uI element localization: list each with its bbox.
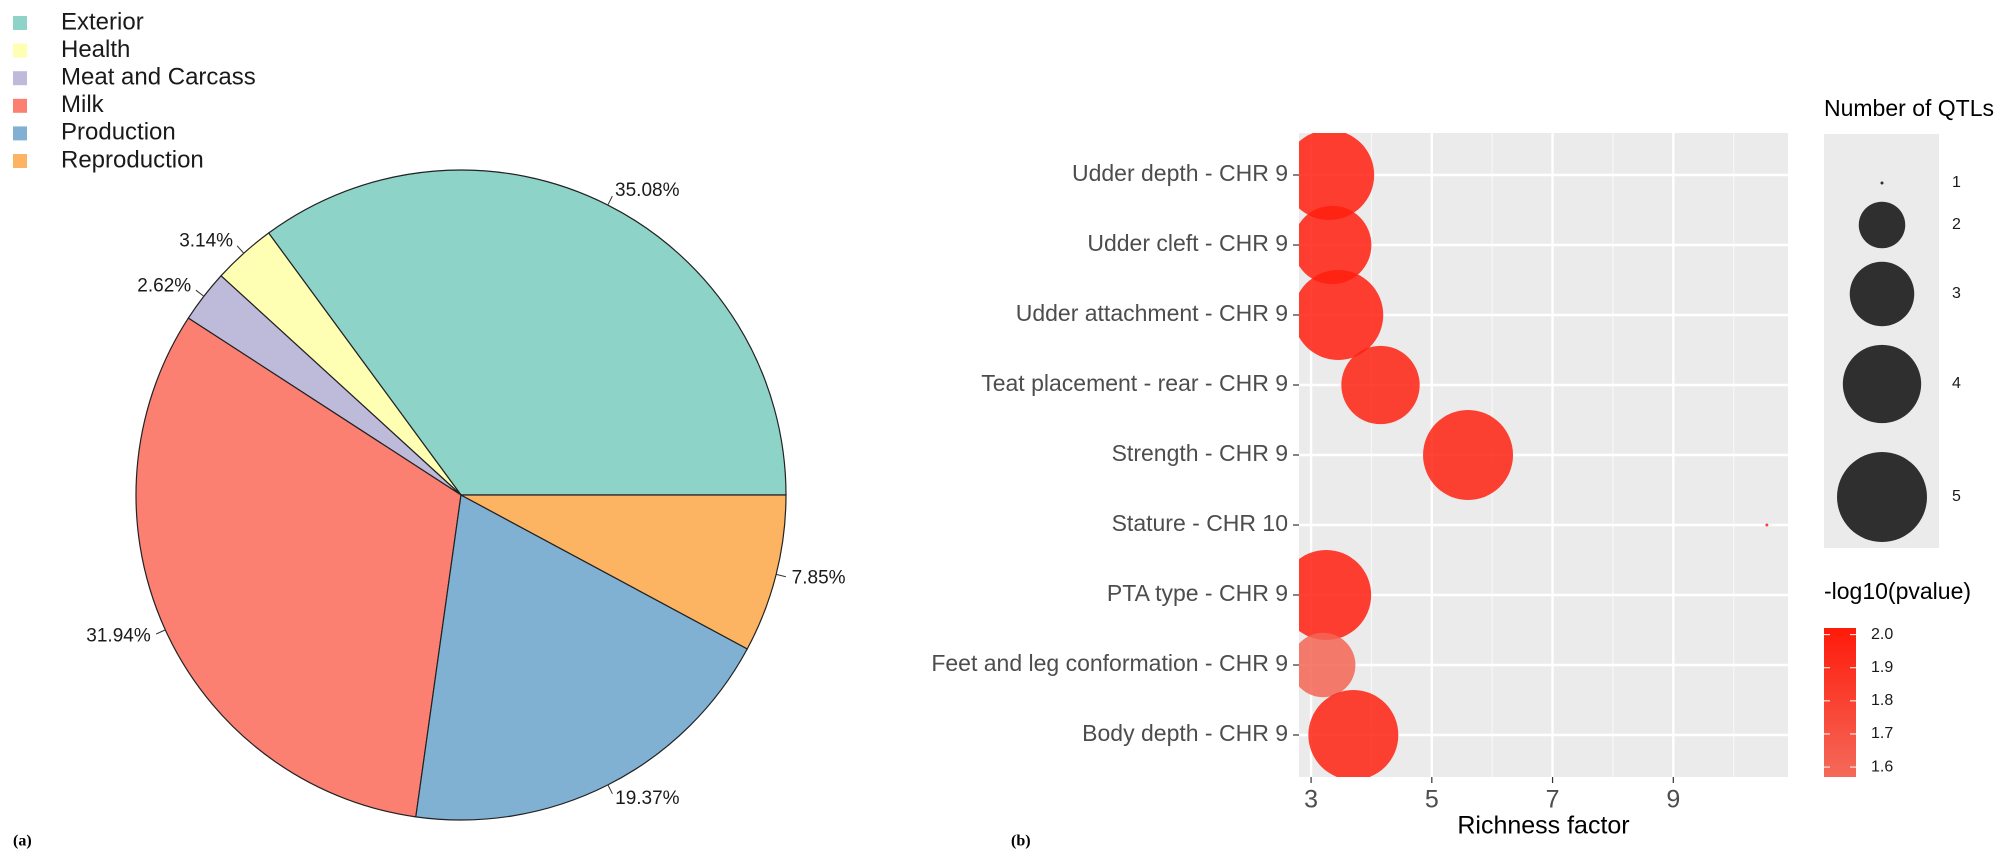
panel-label: (b)	[1011, 833, 1031, 850]
y-tick-label: Body depth - CHR 9	[1082, 720, 1288, 746]
slice-label: 3.14%	[179, 230, 233, 251]
x-tick-label: 7	[1546, 786, 1560, 814]
legend-bubble	[1858, 201, 1906, 249]
label-tick	[607, 784, 613, 795]
pie-slice	[415, 494, 749, 821]
pie-slice	[267, 169, 787, 496]
legend-label: Production	[61, 119, 176, 146]
x-tick-label: 3	[1304, 786, 1318, 814]
label-tick	[155, 629, 166, 635]
slice-label: 31.94%	[86, 626, 151, 647]
legend-title: -log10(pvalue)	[1824, 578, 1971, 604]
legend-label: 1	[1952, 174, 1961, 191]
legend-swatch	[13, 43, 27, 58]
bubble	[1308, 690, 1399, 777]
legend-label: 3	[1952, 285, 1961, 302]
legend-label: 2.0	[1871, 626, 1893, 643]
slice-label: 35.08%	[615, 180, 680, 201]
label-tick	[236, 245, 245, 254]
y-tick-label: Udder depth - CHR 9	[1072, 160, 1288, 186]
legend-label: 1.9	[1871, 659, 1893, 676]
bubble	[1299, 550, 1372, 640]
slice-label: 2.62%	[137, 276, 191, 297]
legend-swatch	[13, 98, 27, 113]
legend-label: 2	[1952, 216, 1961, 233]
legend-label: 1.6	[1871, 758, 1893, 775]
label-tick	[195, 289, 205, 297]
bubble	[1341, 345, 1420, 425]
y-tick-label: Strength - CHR 9	[1112, 440, 1288, 466]
y-tick-label: Udder attachment - CHR 9	[1016, 300, 1288, 326]
legend-label: 1.8	[1871, 692, 1893, 709]
legend-swatch	[13, 71, 27, 86]
y-tick-label: Stature - CHR 10	[1112, 510, 1288, 536]
legend-swatch	[13, 126, 27, 141]
x-tick-label: 5	[1425, 786, 1439, 814]
legend-title: Number of QTLs	[1824, 95, 1994, 121]
bubble	[1299, 133, 1375, 220]
bubble	[1299, 270, 1384, 360]
legend-bubble	[1849, 261, 1915, 327]
x-axis-title: Richness factor	[1457, 812, 1629, 840]
label-tick	[607, 195, 613, 206]
bubble	[1423, 410, 1514, 500]
bubble	[1765, 523, 1769, 527]
y-tick-label: Teat placement - rear - CHR 9	[981, 370, 1288, 396]
legend-label: 1.7	[1871, 725, 1893, 742]
legend-label: 5	[1952, 488, 1961, 505]
legend-label: Health	[61, 36, 130, 63]
x-tick-label: 9	[1666, 786, 1680, 814]
legend-bubble	[1837, 452, 1927, 542]
pie-slice	[135, 317, 462, 818]
y-tick-label: Feet and leg conformation - CHR 9	[931, 650, 1288, 676]
label-tick	[776, 573, 786, 578]
legend-label: 4	[1952, 375, 1961, 392]
bubble	[1299, 632, 1356, 698]
pie-slice	[460, 494, 787, 650]
legend-label: Milk	[61, 91, 105, 118]
legend-label: Meat and Carcass	[61, 64, 256, 91]
y-tick-label: Udder cleft - CHR 9	[1087, 230, 1288, 256]
legend-label: Exterior	[61, 8, 144, 35]
legend-swatch	[13, 16, 27, 30]
legend-label: Reproduction	[61, 146, 204, 173]
slice-label: 7.85%	[792, 567, 846, 588]
colorbar	[1824, 628, 1856, 777]
panel-label: (a)	[13, 833, 32, 850]
bubble	[1299, 205, 1372, 285]
legend-bubble	[1880, 181, 1884, 185]
bubbles	[1299, 133, 1769, 777]
legend-bubble	[1842, 344, 1922, 424]
slice-label: 19.37%	[615, 788, 680, 809]
legend-swatch	[13, 154, 27, 168]
y-tick-label: PTA type - CHR 9	[1107, 580, 1288, 606]
